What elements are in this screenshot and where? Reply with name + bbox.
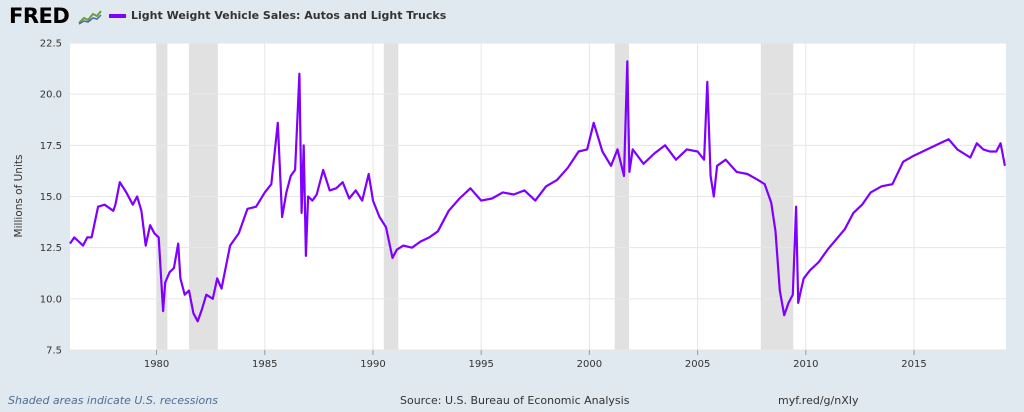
x-tick-label: 2005 — [685, 359, 710, 370]
y-tick-label: 7.5 — [46, 346, 62, 357]
legend-swatch — [109, 13, 126, 18]
chart: 7.5 10.0 12.5 15.0 17.5 20.0 22.5 1980 1985 1990… — [13, 39, 1006, 370]
x-tick-label: 2000 — [577, 359, 602, 370]
chart-header: FRED Light Weight Vehicle Sales: Autos a… — [0, 0, 1024, 36]
x-tick-label: 1985 — [252, 359, 277, 370]
series-polyline — [69, 60, 1006, 323]
x-tick-label: 2010 — [793, 359, 818, 370]
y-tick-label: 22.5 — [40, 39, 62, 50]
y-axis-label: Millions of Units — [13, 155, 25, 238]
y-tick-label: 17.5 — [40, 141, 62, 152]
x-axis-ticks: 1980 1985 1990 1995 2000 2005 2010 2015 — [144, 350, 927, 370]
short-link[interactable]: myf.red/g/nXIy — [778, 394, 859, 407]
grid-lines — [70, 42, 1006, 351]
fred-logo[interactable]: FRED — [9, 4, 70, 28]
y-tick-label: 10.0 — [40, 294, 62, 305]
series-line — [69, 60, 1006, 323]
x-tick-label: 1995 — [468, 359, 493, 370]
y-tick-label: 20.0 — [40, 90, 62, 101]
source-text: Source: U.S. Bureau of Economic Analysis — [400, 394, 630, 407]
legend-label: Light Weight Vehicle Sales: Autos and Li… — [131, 9, 447, 22]
x-tick-label: 1990 — [360, 359, 385, 370]
x-tick-label: 2015 — [901, 359, 926, 370]
legend: Light Weight Vehicle Sales: Autos and Li… — [109, 9, 446, 22]
y-axis-ticks: 7.5 10.0 12.5 15.0 17.5 20.0 22.5 — [40, 39, 62, 357]
y-tick-label: 12.5 — [40, 243, 62, 254]
x-tick-label: 1980 — [144, 359, 169, 370]
recession-note: Shaded areas indicate U.S. recessions — [8, 394, 218, 407]
y-tick-label: 15.0 — [40, 192, 62, 203]
line-chart-icon — [78, 9, 102, 25]
